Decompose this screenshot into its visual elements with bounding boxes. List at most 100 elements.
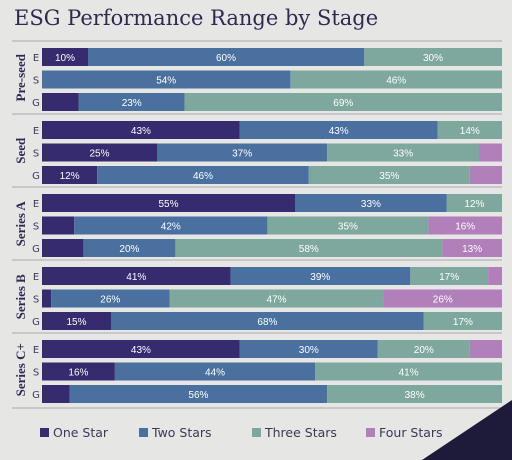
bar-segment-one-star: [42, 93, 79, 111]
legend-swatch-one-star: [40, 427, 49, 437]
legend-item-two-stars: Two Stars: [139, 424, 212, 440]
data-label-three-stars: 14%: [460, 126, 480, 137]
bar-segment-four-stars: [469, 340, 502, 358]
data-label-one-star: 25%: [89, 148, 109, 159]
data-label-one-star: 41%: [126, 272, 146, 283]
data-label-two-stars: 42%: [161, 221, 181, 232]
bar-segment-three-stars: [315, 362, 502, 381]
group-label-series-a: Series A: [13, 201, 28, 247]
bar-segment-three-stars: [377, 340, 470, 358]
data-label-two-stars: 43%: [329, 126, 349, 137]
data-label-one-star: 15%: [66, 317, 86, 328]
bar-segment-two-stars: [88, 48, 364, 66]
data-label-two-stars: 56%: [188, 390, 208, 401]
bar-segment-four-stars: [479, 143, 502, 162]
group-label-series-b: Series B: [13, 274, 28, 319]
legend-swatch-two-stars: [139, 427, 148, 437]
row-label: S: [33, 222, 39, 233]
data-label-three-stars: 17%: [453, 317, 473, 328]
bar-segment-four-stars: [488, 267, 502, 285]
bar-segment-one-star: [42, 239, 84, 257]
data-label-four-stars: 26%: [433, 294, 453, 305]
data-label-three-stars: 30%: [423, 53, 443, 64]
bar-segment-three-stars: [327, 385, 502, 403]
data-label-two-stars: 68%: [257, 317, 277, 328]
bar-segment-one-star: [42, 362, 115, 381]
data-label-two-stars: 46%: [193, 171, 213, 182]
row-label: E: [33, 272, 39, 283]
bar-segment-three-stars: [267, 216, 429, 235]
data-label-two-stars: 30%: [299, 345, 319, 356]
row-label: G: [32, 244, 40, 255]
row-label: G: [32, 390, 40, 401]
row-label: S: [33, 295, 39, 306]
corner-decoration: [422, 400, 512, 460]
bar-segment-two-stars: [114, 362, 316, 381]
bar-segment-two-stars: [51, 289, 170, 308]
bar-segment-one-star: [42, 194, 295, 212]
legend-item-three-stars: Three Stars: [252, 424, 337, 440]
bar-segment-two-stars: [78, 93, 185, 111]
bar-segment-three-stars: [423, 312, 502, 330]
bar-segment-one-star: [42, 166, 98, 184]
bar-segment-three-stars: [175, 239, 443, 257]
bar-segment-one-star: [42, 143, 157, 162]
legend-label-one-star: One Star: [53, 424, 109, 440]
data-label-three-stars: 41%: [399, 367, 419, 378]
bar-segment-one-star: [42, 312, 111, 330]
data-label-three-stars: 69%: [333, 98, 353, 109]
bar-segment-three-stars: [169, 289, 384, 308]
data-label-two-stars: 26%: [100, 294, 120, 305]
group-label-pre-seed: Pre-seed: [13, 53, 28, 101]
data-label-two-stars: 20%: [119, 244, 139, 255]
bar-segment-two-stars: [69, 385, 328, 403]
row-label: E: [33, 53, 39, 64]
bar-segment-three-stars: [446, 194, 502, 212]
bar-segment-two-stars: [295, 194, 447, 212]
bar-segment-two-stars: [83, 239, 176, 257]
legend-item-four-stars: Four Stars: [366, 424, 443, 440]
bar-segment-one-star: [42, 121, 240, 139]
bar-segment-four-stars: [469, 166, 502, 184]
group-label-series-c: Series C+: [13, 343, 28, 396]
bar-segment-two-stars: [157, 143, 328, 162]
data-label-three-stars: 35%: [379, 171, 399, 182]
legend-label-four-stars: Four Stars: [379, 424, 443, 440]
bar-segment-one-star: [42, 289, 52, 308]
data-label-three-stars: 47%: [267, 294, 287, 305]
data-label-two-stars: 23%: [122, 98, 142, 109]
data-label-three-stars: 33%: [393, 148, 413, 159]
bar-segment-three-stars: [184, 93, 502, 111]
row-label: S: [33, 76, 39, 87]
bar-segment-one-star: [42, 216, 75, 235]
data-label-one-star: 16%: [68, 367, 88, 378]
bar-segment-three-stars: [364, 48, 502, 66]
row-label: S: [33, 149, 39, 160]
legend-item-one-star: One Star: [40, 424, 108, 440]
row-label: G: [32, 171, 40, 182]
data-label-two-stars: 44%: [205, 367, 225, 378]
row-label: E: [33, 199, 39, 210]
data-label-three-stars: 46%: [386, 75, 406, 86]
bar-segment-three-stars: [290, 70, 502, 89]
legend-swatch-three-stars: [252, 427, 261, 437]
bar-segment-two-stars: [239, 121, 438, 139]
bar-segment-three-stars: [308, 166, 470, 184]
data-label-two-stars: 60%: [216, 53, 236, 64]
data-label-three-stars: 12%: [464, 199, 484, 210]
row-label: E: [33, 345, 39, 356]
bar-segment-four-stars: [428, 216, 502, 235]
row-label: S: [33, 368, 39, 379]
data-label-two-stars: 39%: [310, 272, 330, 283]
bar-segment-two-stars: [239, 340, 378, 358]
legend-label-three-stars: Three Stars: [265, 424, 337, 440]
data-label-three-stars: 38%: [405, 390, 425, 401]
row-label: E: [33, 126, 39, 137]
bar-segment-three-stars: [327, 143, 479, 162]
bar-segment-three-stars: [437, 121, 502, 139]
bar-segment-four-stars: [442, 239, 502, 257]
bar-segment-one-star: [42, 48, 88, 66]
bar-segment-two-stars: [74, 216, 268, 235]
row-label: G: [32, 98, 40, 109]
